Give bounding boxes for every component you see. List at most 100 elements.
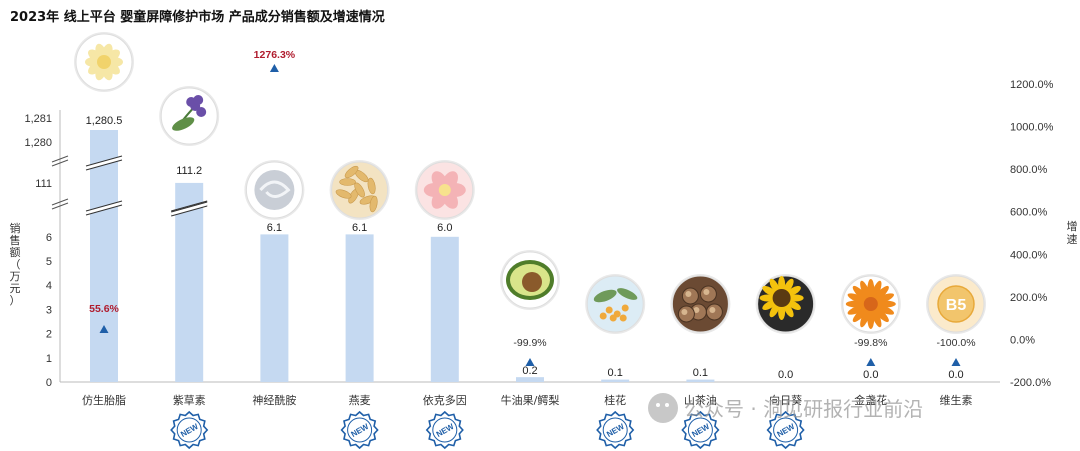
osmanthus-image (585, 274, 646, 334)
y2-tick-label: 1200.0% (1010, 79, 1054, 91)
image-circle (160, 87, 218, 145)
category-label: 依克多因 (423, 393, 467, 407)
ectoin-flower-image (414, 160, 475, 220)
vernix-flower-image (74, 32, 134, 92)
bar-break-gap (86, 201, 122, 215)
leaf (617, 288, 638, 300)
category-label: 燕麦 (349, 394, 371, 407)
oat-flake (367, 177, 376, 195)
petal (873, 293, 894, 304)
y2-tick-label: 400.0% (1010, 249, 1048, 261)
blossom (619, 314, 627, 322)
bar-break-gap (171, 202, 208, 216)
bar (175, 182, 204, 382)
bar-value-label: 6.1 (352, 222, 367, 234)
category-label: 仿生胎脂 (82, 393, 126, 407)
petal (778, 276, 786, 292)
bar (601, 379, 630, 382)
bar-value-label: 0.0 (948, 369, 963, 381)
y2-tick-label: 600.0% (1010, 207, 1048, 219)
flower-center (772, 289, 791, 307)
badge-seal (766, 410, 805, 450)
petal (783, 278, 794, 294)
category-label: 向日葵 (769, 393, 802, 407)
seed-highlight (693, 307, 700, 313)
category-label: 紫草素 (173, 394, 206, 407)
growth-marker (99, 325, 109, 333)
petal (759, 294, 776, 302)
badge-ring (176, 417, 202, 443)
wechat-eye (665, 403, 669, 407)
avocado-image (500, 250, 560, 310)
y-tick-label: 1,281 (24, 113, 52, 125)
wechat-icon (648, 393, 678, 423)
vitamin-b5-icon: B5 (946, 297, 967, 314)
sunflower-image (755, 274, 816, 334)
cream-highlight (259, 180, 291, 198)
leaf (172, 117, 195, 131)
growth-marker (866, 358, 876, 366)
bar (260, 234, 289, 382)
badge-ring (347, 417, 373, 443)
badge-ring (773, 417, 799, 443)
y-tick-label: 4 (46, 280, 52, 292)
seed-highlight (709, 307, 716, 313)
y-tick-label: 1 (46, 353, 52, 365)
image-circle (586, 275, 644, 333)
leaf (593, 289, 617, 303)
petal (787, 294, 804, 302)
bud (193, 95, 204, 105)
bar-break-mark (171, 201, 208, 213)
y-tick-label: 2 (46, 329, 52, 341)
petal (872, 305, 889, 323)
wechat-eye (656, 403, 660, 407)
bar-break-mark (85, 204, 123, 216)
chart-title: 2023年 线上平台 婴童屏障修护市场 产品成分销售额及增速情况 (10, 10, 385, 25)
oat-flake (335, 189, 352, 199)
cream-swirl (254, 170, 295, 210)
comfrey-flower-image (159, 86, 220, 146)
watermark: 公众号 · 洞见研报行业前沿 (648, 393, 923, 423)
bar-value-label: 0.2 (522, 365, 537, 377)
petal (873, 304, 894, 315)
seed-highlight (681, 309, 688, 315)
petal (769, 278, 780, 294)
y-tick-label: 0 (46, 377, 52, 389)
flower-center (863, 297, 878, 311)
avocado-pit (522, 272, 542, 292)
blossom (609, 314, 617, 322)
bar-value-label: 1,280.5 (86, 115, 123, 127)
category-label: 山茶油 (684, 393, 717, 407)
petal (762, 285, 777, 297)
bar-value-label: 6.1 (267, 222, 282, 234)
axis-break-mark (51, 202, 69, 210)
petal (852, 305, 870, 323)
blossom (605, 306, 613, 314)
camellia-seeds-image (670, 274, 731, 334)
new-badge: NEW (681, 410, 720, 450)
bar-value-label: 0.1 (693, 367, 708, 379)
bar-break-gap (86, 156, 122, 170)
y2-axis-title: 增速 (1067, 219, 1078, 246)
petal (786, 285, 801, 297)
category-label: 牛油果/鳄梨 (501, 393, 560, 407)
bar-break-mark (171, 200, 208, 212)
growth-label: -99.8% (854, 337, 887, 349)
petal (870, 280, 882, 302)
bar-value-label: 0.0 (778, 369, 793, 381)
y-axis-title: 销售额（万元） (10, 221, 21, 307)
badge-seal (170, 410, 209, 450)
bar-value-label: 0.1 (608, 367, 623, 379)
growth-label: 55.6% (89, 303, 119, 315)
badge-ring (432, 417, 458, 443)
blossom (621, 304, 629, 312)
petal (847, 293, 869, 304)
petal (762, 299, 777, 311)
axis-break-mark (51, 155, 69, 163)
new-badge: NEW (170, 410, 209, 450)
y2-tick-label: -200.0% (1010, 377, 1051, 389)
petal (783, 302, 794, 318)
bar (90, 130, 118, 382)
y2-tick-label: 1000.0% (1010, 122, 1054, 134)
